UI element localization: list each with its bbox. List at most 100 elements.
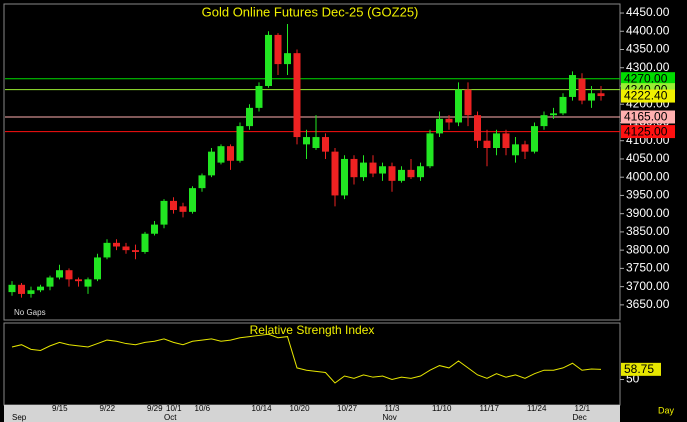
month-label: Oct (164, 413, 177, 422)
rsi-line (11, 333, 602, 384)
x-tick-label: 10/14 (252, 404, 273, 413)
candle-body (445, 118, 453, 123)
candle-body (569, 75, 576, 97)
candle-body (94, 257, 101, 280)
candle-body (559, 96, 567, 114)
y-tick-label: 4450.00 (626, 5, 670, 19)
candle-body (407, 169, 415, 178)
x-tick-label: 10/6 (195, 404, 211, 413)
candle-body (493, 133, 500, 149)
candle-body (331, 151, 339, 196)
candle-body (65, 270, 73, 280)
x-tick-label: 12/1 (575, 404, 591, 413)
month-label: Dec (573, 413, 587, 422)
candle-body (122, 246, 130, 251)
x-tick-label: 10/20 (290, 404, 311, 413)
x-axis-label: Day (658, 405, 675, 415)
level-label: 4165.00 (624, 110, 668, 124)
candle-body (455, 89, 462, 123)
candle-body (227, 146, 234, 161)
y-tick-label: 3800.00 (626, 242, 670, 256)
x-tick-label: 10/27 (337, 404, 358, 413)
candle-body (246, 107, 253, 127)
candle-body (56, 270, 63, 278)
candle-body (512, 144, 519, 156)
level-label-box (621, 125, 675, 139)
x-tick-label: 9/15 (52, 404, 68, 413)
candle-body (341, 158, 348, 196)
candle-body (18, 284, 25, 294)
y-tick-label: 3650.00 (626, 297, 670, 311)
rsi-panel (3, 322, 621, 406)
candle-body (521, 144, 529, 152)
candle-body (312, 137, 320, 149)
candle-body (113, 242, 120, 247)
y-tick-label: 3850.00 (626, 224, 670, 238)
level-label-box (621, 72, 675, 86)
x-tick-label: 9/22 (100, 404, 116, 413)
candle-body (379, 166, 386, 174)
candle-body (170, 200, 177, 211)
rsi-value-box (621, 362, 661, 376)
x-axis-strip (4, 405, 620, 422)
candle-body (255, 85, 263, 108)
candle-body (103, 242, 111, 258)
candle-body (84, 279, 92, 287)
y-tick-label: 4300.00 (626, 60, 670, 74)
candle-body (179, 206, 187, 212)
month-label: Sep (12, 413, 27, 422)
candle-body (540, 115, 548, 127)
candle-body (132, 250, 139, 252)
candle-body (217, 146, 225, 163)
candle-body (597, 93, 605, 97)
candle-body (417, 166, 424, 178)
candle-body (236, 126, 244, 161)
candle-body (37, 286, 44, 291)
y-tick-label: 3700.00 (626, 279, 670, 293)
candle-body (322, 137, 329, 152)
candle-body (160, 200, 168, 225)
candle-body (588, 93, 595, 101)
candle-body (46, 277, 54, 287)
candle-body (198, 175, 206, 189)
candle-body (398, 169, 405, 181)
candle-body (474, 115, 481, 141)
level-label: 4222.40 (624, 89, 668, 103)
y-tick-label: 4050.00 (626, 151, 670, 165)
level-label: 4270.00 (624, 71, 668, 85)
candle-body (388, 166, 396, 181)
candle-body (360, 162, 367, 178)
candle-body (27, 290, 35, 294)
x-tick-label: 11/17 (480, 404, 500, 413)
candle-body (208, 151, 215, 176)
candle-body (426, 133, 434, 167)
rsi-value-label: 58.75 (624, 362, 654, 376)
candle-body (436, 118, 443, 134)
y-tick-label: 3750.00 (626, 261, 670, 275)
month-label: Nov (383, 413, 397, 422)
x-tick-label: 11/10 (432, 404, 452, 413)
y-tick-label: 4350.00 (626, 42, 670, 56)
x-tick-label: 9/29 (147, 404, 163, 413)
y-tick-label: 3900.00 (626, 206, 670, 220)
candle-body (8, 284, 16, 293)
candle-body (578, 78, 586, 101)
x-tick-label: 11/24 (527, 404, 547, 413)
candle-body (369, 162, 377, 174)
y-tick-label: 4400.00 (626, 23, 670, 37)
candle-body (141, 233, 149, 252)
candle-body (464, 89, 472, 116)
candle-body (75, 279, 82, 282)
candle-body (189, 188, 196, 212)
candle-body (151, 224, 158, 234)
candle-body (265, 34, 272, 86)
price-panel (3, 3, 621, 321)
y-tick-label: 3950.00 (626, 188, 670, 202)
annotation: No Gaps (14, 308, 46, 317)
candle-body (274, 34, 282, 65)
candle-body (350, 158, 358, 178)
level-label-box (621, 110, 675, 124)
candle-body (531, 126, 538, 152)
chart-title: Gold Online Futures Dec-25 (GOZ25) (202, 4, 419, 19)
